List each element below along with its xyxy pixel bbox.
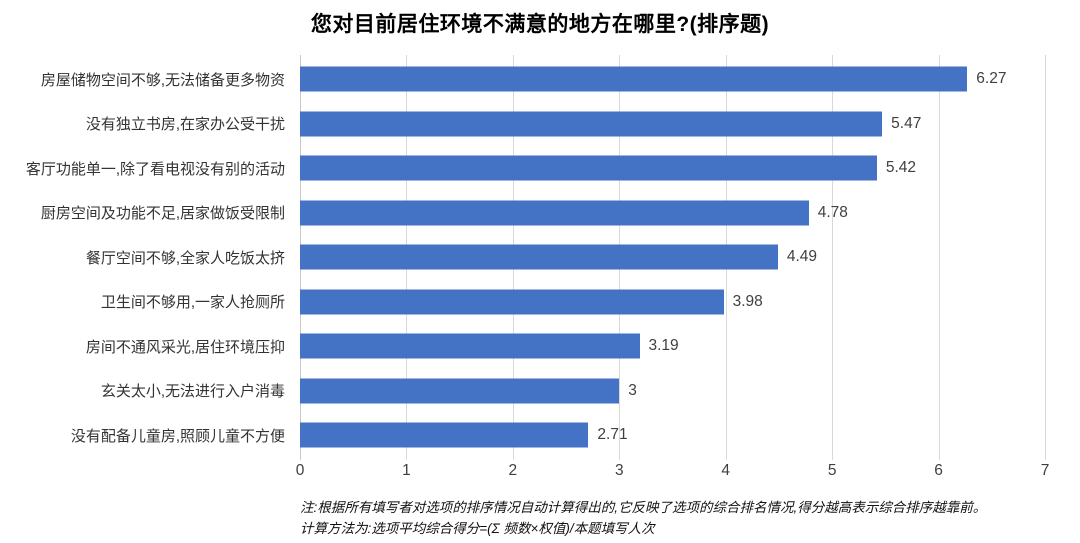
gridline <box>938 55 940 460</box>
bar <box>300 333 640 359</box>
value-label: 5.47 <box>891 114 922 132</box>
bar-track: 3.19 <box>300 324 1045 369</box>
chart-row: 没有独立书房,在家办公受干扰 5.47 <box>0 102 1045 147</box>
bar-track: 4.78 <box>300 191 1045 236</box>
x-tick-label: 7 <box>1040 462 1050 479</box>
value-label: 3.98 <box>732 292 763 310</box>
x-tick-label: 1 <box>402 462 411 479</box>
bar <box>300 378 620 404</box>
value-label: 3 <box>628 381 637 399</box>
bar <box>300 66 968 92</box>
chart-row: 玄关太小,无法进行入户消毒 3 <box>0 369 1045 414</box>
bar-track: 5.47 <box>300 102 1045 147</box>
category-label: 没有独立书房,在家办公受干扰 <box>85 116 285 134</box>
category-label: 玄关太小,无法进行入户消毒 <box>100 383 285 401</box>
x-tick-label: 4 <box>721 462 731 479</box>
bar-track: 5.42 <box>300 146 1045 191</box>
x-tick-label: 0 <box>295 462 305 479</box>
value-label: 3.19 <box>648 337 679 355</box>
x-tick-label: 2 <box>508 462 518 479</box>
chart-title: 您对目前居住环境不满意的地方在哪里?(排序题) <box>310 13 770 36</box>
x-tick-label: 3 <box>614 462 624 479</box>
x-axis: 0 1 2 3 4 5 6 7 <box>296 462 1050 482</box>
bar <box>300 244 778 270</box>
chart-row: 没有配备儿童房,照顾儿童不方便 2.71 <box>0 413 1045 458</box>
value-label: 5.42 <box>885 159 916 177</box>
footnote: 注:根据所有填写者对选项的排序情况自动计算得出的,它反映了选项的综合排名情况,得… <box>300 498 1070 540</box>
value-label: 4.78 <box>817 203 848 221</box>
category-label: 客厅功能单一,除了看电视没有别的活动 <box>25 160 285 178</box>
chart-row: 厨房空间及功能不足,居家做饭受限制 4.78 <box>0 191 1045 236</box>
gridline <box>1045 55 1046 460</box>
bar <box>300 422 589 448</box>
x-tick-label: 5 <box>827 462 837 479</box>
bar-chart: 房屋储物空间不够,无法储备更多物资 6.27 没有独立书房,在家办公受干扰 5.47 客… <box>0 55 1080 460</box>
chart-row: 客厅功能单一,除了看电视没有别的活动 5.42 <box>0 146 1045 191</box>
value-label: 6.27 <box>976 70 1007 88</box>
category-label: 房间不通风采光,居住环境压抑 <box>85 338 285 356</box>
bar-track: 3 <box>300 369 1045 414</box>
bar <box>300 289 724 315</box>
x-tick-label: 6 <box>934 462 943 479</box>
footnote-line-1: 注:根据所有填写者对选项的排序情况自动计算得出的,它反映了选项的综合排名情况,得… <box>300 500 987 515</box>
category-label: 卫生间不够用,一家人抢厕所 <box>100 294 285 312</box>
value-label: 4.49 <box>786 248 818 266</box>
category-label: 没有配备儿童房,照顾儿童不方便 <box>70 427 285 445</box>
chart-row: 餐厅空间不够,全家人吃饭太挤 4.49 <box>0 235 1045 280</box>
chart-row: 房屋储物空间不够,无法储备更多物资 6.27 <box>0 57 1045 102</box>
bar <box>300 155 877 181</box>
bar-track: 6.27 <box>300 57 1045 102</box>
bar <box>300 111 883 137</box>
value-label: 2.71 <box>597 426 628 444</box>
category-label: 房屋储物空间不够,无法储备更多物资 <box>40 71 285 89</box>
category-label: 餐厅空间不够,全家人吃饭太挤 <box>85 249 285 267</box>
footnote-line-2: 计算方法为:选项平均综合得分=(Σ 频数×权值)/本题填写人次 <box>300 520 655 536</box>
chart-row: 卫生间不够用,一家人抢厕所 3.98 <box>0 280 1045 325</box>
bar-track: 3.98 <box>300 280 1045 325</box>
bar-track: 2.71 <box>300 413 1045 458</box>
bar <box>300 200 809 226</box>
bar-track: 4.49 <box>300 235 1045 280</box>
category-label: 厨房空间及功能不足,居家做饭受限制 <box>40 205 285 223</box>
chart-rows: 房屋储物空间不够,无法储备更多物资 6.27 没有独立书房,在家办公受干扰 5.47 客… <box>0 57 1045 458</box>
chart-row: 房间不通风采光,居住环境压抑 3.19 <box>0 324 1045 369</box>
gridline <box>832 55 834 460</box>
